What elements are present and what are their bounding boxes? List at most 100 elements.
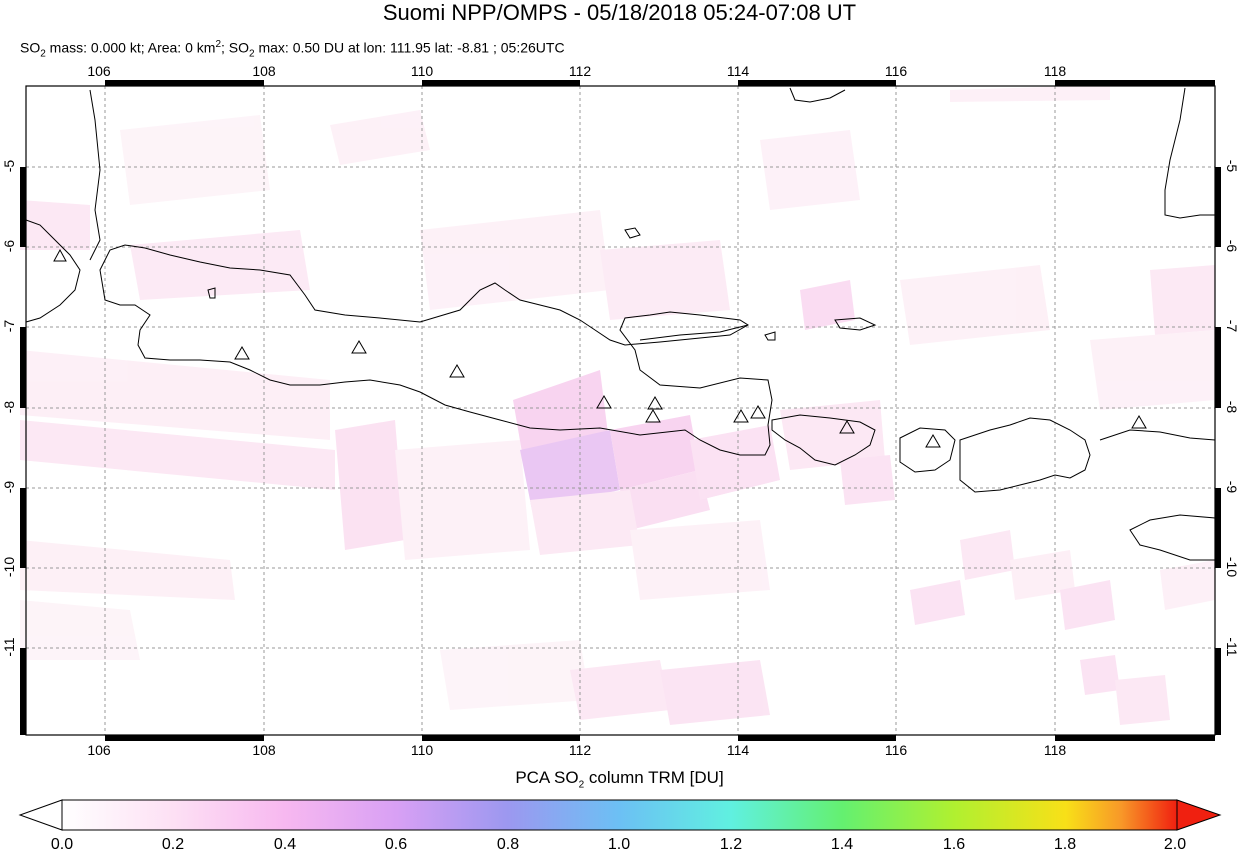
lon-label-top: 112 — [568, 63, 592, 79]
so2-pixel — [530, 490, 640, 555]
lon-label-bottom: 114 — [726, 742, 750, 758]
triangle-icon — [839, 420, 855, 434]
colorbar-tick-label: 0.2 — [161, 836, 185, 853]
lat-label-left: -8 — [1, 400, 17, 414]
subscript-2: 2 — [40, 48, 46, 60]
lon-label-top: 106 — [87, 63, 111, 79]
coastlines — [25, 87, 1216, 561]
lon-label-bottom: 108 — [252, 742, 276, 758]
colorbar-tick-label: 1.6 — [942, 836, 966, 853]
so2-pixel — [570, 660, 670, 720]
so2-pixel — [900, 265, 1050, 345]
triangle-icon — [234, 346, 250, 360]
lon-label-bottom: 110 — [410, 742, 434, 758]
so2-pixel — [20, 200, 90, 250]
lat-label-right: -8 — [1224, 400, 1239, 414]
lat-label-right: -7 — [1224, 319, 1239, 333]
lat-label-left: -10 — [1, 556, 17, 578]
superscript-2: 2 — [215, 39, 221, 50]
so2-pixel — [1115, 675, 1170, 725]
colorbar — [18, 799, 1222, 831]
so2-pixel — [600, 240, 730, 320]
colorbar-tick-label: 1.8 — [1053, 836, 1077, 853]
so2-pixel — [630, 520, 770, 600]
so2-pixel — [120, 115, 270, 205]
colorbar-tick-label: 0.0 — [50, 836, 74, 853]
colorbar-tick-label: 2.0 — [1163, 836, 1187, 853]
so2-pixel — [335, 420, 405, 550]
colorbar-over-arrow — [1176, 799, 1222, 831]
coastline-sulawesi — [1164, 87, 1215, 219]
so2-pixel — [1080, 655, 1120, 695]
colorbar-title-post: column TRM [DU] — [584, 768, 724, 787]
so2-pixel — [690, 425, 780, 500]
so2-pixel — [130, 230, 310, 300]
colorbar-tick-label: 1.4 — [830, 836, 854, 853]
lat-label-right: -6 — [1224, 239, 1239, 253]
colorbar-title-sub: 2 — [578, 779, 585, 791]
triangle-icon — [449, 364, 465, 378]
lon-label-bottom: 118 — [1043, 742, 1067, 758]
lon-label-top: 116 — [884, 63, 908, 79]
lon-label-bottom: 106 — [87, 742, 111, 758]
so2-pixel — [950, 85, 1110, 102]
lat-label-left: -11 — [1, 637, 17, 657]
lat-label-left: -9 — [1, 480, 17, 494]
so2-pixel — [20, 420, 335, 490]
so2-max-text: max: 0.50 DU at lon: 111.95 lat: -8.81 ;… — [254, 39, 565, 56]
subscript-2b: 2 — [249, 48, 255, 60]
so2-mass-label: SO — [20, 39, 41, 56]
coastline-lombok — [899, 427, 956, 473]
so2-pixel — [1150, 265, 1215, 335]
lat-label-left: -5 — [1, 159, 17, 173]
triangle-icon — [351, 340, 367, 354]
triangle-icon — [645, 409, 661, 423]
map-border-bars — [20, 80, 1221, 741]
coastline-island-small — [207, 287, 216, 299]
coastline-sumba — [1129, 514, 1216, 561]
lon-label-top: 114 — [726, 63, 750, 79]
coastline-island-karimun — [624, 227, 641, 239]
lon-label-top: 118 — [1043, 63, 1067, 79]
so2-pixel — [330, 110, 430, 165]
coastline-island-kangean — [834, 317, 877, 331]
coastline-flores — [1099, 429, 1216, 441]
coastline-bali — [771, 414, 876, 466]
so2-pixel — [840, 455, 895, 505]
so2-swaths — [20, 85, 1215, 725]
so2-pixel — [20, 350, 330, 440]
map-title: Suomi NPP/OMPS - 05/18/2018 05:24-07:08 … — [382, 0, 857, 25]
triangle-icon — [733, 409, 749, 423]
coastline-island-small2 — [764, 331, 776, 341]
so2-pixel — [910, 580, 965, 625]
so2-pixel — [20, 540, 235, 600]
so2-pixel — [440, 640, 590, 710]
map-frame — [25, 85, 1216, 736]
so2-pixel — [620, 470, 710, 530]
so2-pixel — [1010, 550, 1075, 600]
so2-pixel — [1090, 330, 1215, 410]
so2-pixel — [1060, 580, 1115, 630]
coastline-sumatra — [25, 219, 81, 323]
colorbar-tick-label: 0.6 — [384, 836, 408, 853]
triangle-icon — [925, 434, 941, 448]
colorbar-gradient — [61, 799, 1178, 831]
coastline-madura — [639, 324, 749, 341]
lat-label-right: -10 — [1224, 556, 1239, 578]
so2-pixel — [960, 530, 1015, 580]
lat-label-right: -11 — [1224, 637, 1239, 657]
coastline-sumatra-east — [89, 89, 101, 261]
colorbar-title-pre: PCA SO — [515, 768, 579, 787]
colorbar-tick-label: 0.8 — [496, 836, 520, 853]
so2-max-label: ; SO — [221, 39, 250, 56]
so2-pixel — [520, 430, 620, 510]
so2-pixel — [800, 280, 855, 330]
lat-label-left: -7 — [1, 319, 17, 333]
so2-pixel — [1160, 560, 1215, 610]
lon-label-top: 108 — [252, 63, 276, 79]
map-subtitle: SO2 mass: 0.000 kt; Area: 0 km2; SO2 max… — [20, 36, 565, 63]
triangle-icon — [647, 396, 663, 410]
coastline-sumbawa — [959, 417, 1091, 493]
colorbar-tick-label: 1.0 — [607, 836, 631, 853]
so2-pixel — [395, 440, 530, 560]
